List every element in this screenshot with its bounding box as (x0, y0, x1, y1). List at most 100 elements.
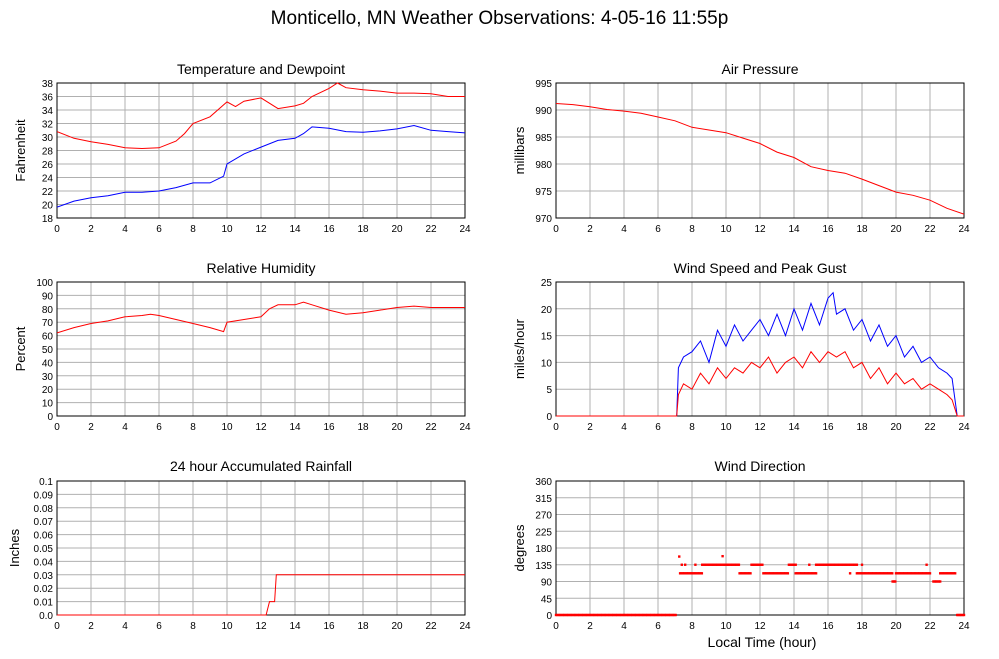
direction-point (915, 572, 918, 575)
direction-point (644, 613, 647, 617)
direction-point (580, 613, 584, 617)
y-tick-label: 60 (42, 332, 54, 343)
direction-point (645, 613, 649, 617)
direction-point (755, 563, 759, 566)
direction-point (724, 563, 727, 566)
direction-point (730, 563, 734, 566)
direction-point (825, 563, 829, 566)
direction-point (880, 572, 883, 575)
direction-point (775, 572, 779, 575)
y-tick-label: 0 (47, 412, 53, 423)
direction-point (851, 563, 855, 566)
direction-point (923, 572, 926, 575)
direction-point (912, 572, 915, 575)
direction-point (848, 572, 852, 575)
direction-point (889, 572, 893, 575)
direction-point (722, 563, 726, 566)
direction-point (606, 613, 609, 617)
direction-point (656, 613, 660, 617)
x-tick-label: 20 (391, 422, 403, 433)
x-tick-label: 14 (289, 422, 301, 433)
y-tick-label: 0.09 (34, 490, 54, 501)
direction-point (902, 572, 906, 575)
direction-point (919, 572, 922, 575)
direction-point (839, 563, 842, 566)
direction-point (852, 563, 856, 566)
direction-point (674, 613, 677, 617)
direction-point (696, 572, 699, 575)
x-tick-label: 20 (391, 621, 403, 632)
y-tick-label: 45 (541, 594, 553, 605)
direction-point (778, 572, 781, 575)
direction-point (617, 613, 620, 617)
direction-point (934, 580, 938, 583)
direction-point (814, 572, 818, 575)
direction-point (560, 613, 563, 617)
direction-point (726, 563, 730, 566)
series-line-rainfall (57, 574, 465, 616)
y-axis-label: Percent (13, 326, 28, 371)
direction-point (802, 572, 806, 575)
direction-point (667, 613, 671, 617)
y-axis-label: millibars (512, 126, 527, 174)
direction-point (790, 563, 793, 566)
y-tick-label: 0.01 (34, 598, 54, 609)
direction-point (650, 613, 653, 617)
x-tick-label: 2 (587, 224, 593, 235)
x-tick-label: 20 (890, 621, 902, 632)
direction-point (913, 572, 917, 575)
x-tick-label: 8 (689, 224, 695, 235)
direction-point (641, 613, 645, 617)
y-tick-label: 980 (535, 160, 552, 171)
y-tick-label: 24 (42, 174, 54, 185)
x-tick-label: 2 (587, 621, 593, 632)
direction-point (867, 572, 871, 575)
y-tick-label: 135 (535, 561, 552, 572)
y-tick-label: 80 (42, 305, 54, 316)
y-tick-label: 0.05 (34, 544, 54, 555)
direction-point (663, 613, 666, 617)
direction-point (700, 572, 704, 575)
direction-point (601, 613, 604, 617)
direction-point (636, 613, 639, 617)
series-line-temperature (57, 82, 465, 150)
direction-point (746, 572, 749, 575)
direction-point (814, 563, 818, 566)
direction-point (571, 613, 574, 617)
x-tick-label: 18 (856, 621, 868, 632)
direction-point (951, 572, 954, 575)
direction-point (842, 563, 845, 566)
direction-point (711, 563, 715, 566)
direction-point (682, 572, 686, 575)
direction-point (637, 613, 641, 617)
direction-point (878, 572, 882, 575)
direction-point (855, 572, 859, 575)
y-tick-label: 990 (535, 106, 552, 117)
direction-point (947, 572, 950, 575)
direction-point (888, 572, 891, 575)
direction-point (635, 613, 638, 617)
x-tick-label: 10 (221, 621, 233, 632)
series-line-humidity (57, 301, 465, 334)
y-axis-label: Inches (7, 528, 22, 567)
direction-point (706, 563, 709, 566)
direction-point (797, 572, 800, 575)
direction-point (758, 563, 761, 566)
x-tick-label: 6 (655, 224, 661, 235)
y-tick-label: 18 (42, 214, 54, 225)
direction-point (557, 613, 560, 617)
direction-point (933, 580, 936, 583)
direction-point (739, 572, 743, 575)
y-tick-label: 32 (42, 120, 54, 131)
direction-point (632, 613, 635, 617)
direction-point (569, 613, 573, 617)
y-tick-label: 0.04 (34, 557, 54, 568)
direction-point (562, 613, 566, 617)
direction-point (924, 572, 928, 575)
x-tick-label: 24 (958, 621, 970, 632)
direction-point (707, 563, 711, 566)
direction-point (558, 613, 562, 617)
direction-point (782, 572, 785, 575)
direction-point (884, 572, 887, 575)
